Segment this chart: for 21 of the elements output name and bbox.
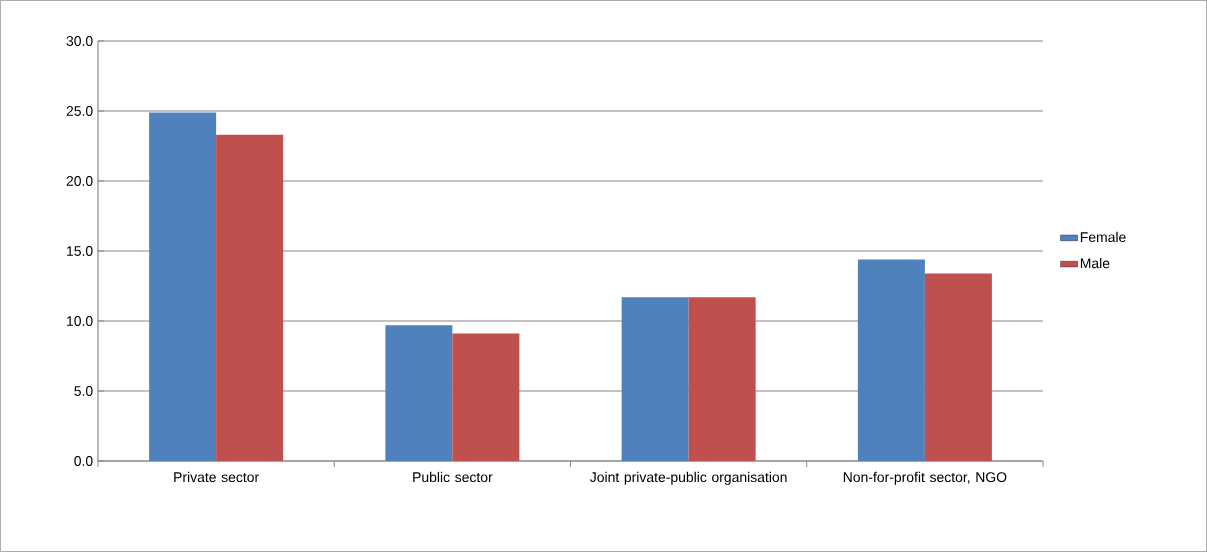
y-tick-label: 10.0 [67, 316, 93, 326]
x-tick-label: Public sector [413, 471, 493, 483]
bar [216, 134, 284, 461]
y-tick-label: 5.0 [74, 386, 93, 396]
bar [924, 273, 992, 461]
x-tick-label: Private sector [174, 471, 259, 483]
bar [149, 112, 217, 461]
y-tick-label: 0.0 [74, 456, 93, 466]
legend-label: Female [1080, 231, 1126, 243]
bar [385, 325, 453, 461]
x-tick-label: Joint private-public organisation [590, 471, 787, 485]
bar [857, 259, 925, 461]
bar [452, 333, 520, 461]
bar [688, 297, 756, 461]
legend-label: Male [1080, 257, 1110, 269]
y-tick-label: 15.0 [67, 246, 93, 256]
y-tick-label: 25.0 [66, 106, 93, 116]
x-tick-label: Non-for-profit sector, NGO [843, 471, 1007, 485]
bar [621, 297, 689, 461]
y-tick-label: 30.0 [66, 36, 93, 46]
y-tick-label: 20.0 [66, 176, 93, 186]
